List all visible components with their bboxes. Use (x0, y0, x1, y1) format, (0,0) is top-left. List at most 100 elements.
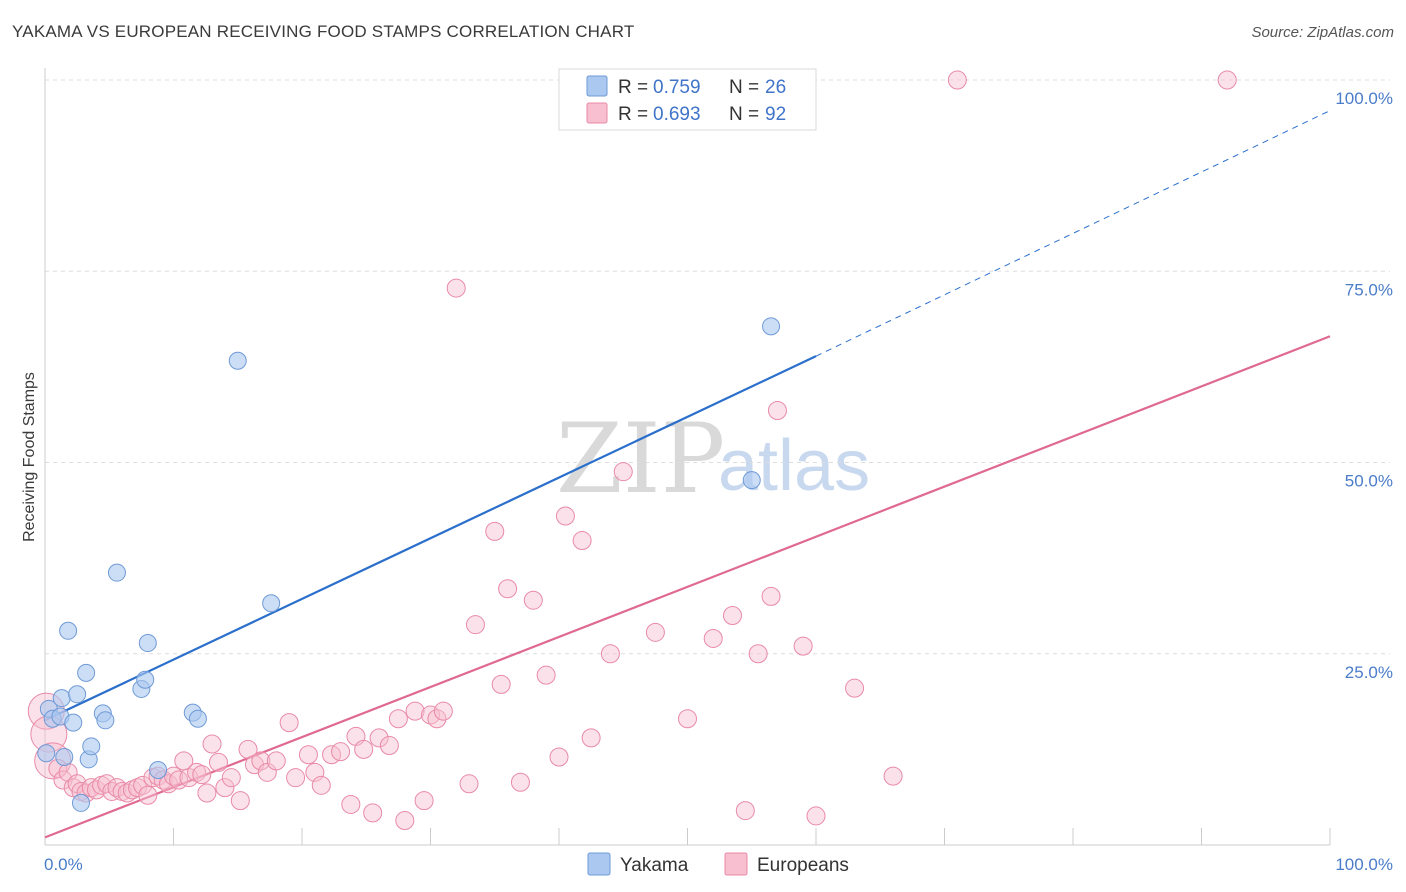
europeans-point (761, 586, 781, 606)
europeans-point (883, 766, 903, 786)
europeans-point (722, 606, 742, 625)
yakama-point (82, 737, 101, 756)
europeans-point (485, 521, 505, 541)
y-tick-label-25: 25.0% (1345, 663, 1393, 682)
yakama-point (762, 317, 781, 336)
europeans-point (117, 783, 137, 803)
europeans-point (388, 709, 408, 729)
europeans-point (600, 644, 620, 664)
europeans-point (572, 531, 592, 551)
europeans-point (459, 774, 479, 794)
yakama-point (262, 594, 281, 613)
yakama-point (68, 685, 87, 704)
bottom-legend-europeans-label: Europeans (757, 855, 849, 876)
legend-europeans-n-value: 92 (765, 104, 786, 125)
y-tick-label-50: 50.0% (1345, 472, 1393, 491)
europeans-point (208, 752, 228, 772)
yakama-point (52, 689, 71, 708)
y-tick-label-75: 75.0% (1345, 280, 1393, 299)
europeans-point (405, 701, 425, 721)
y-tick-label-100: 100.0% (1335, 89, 1393, 108)
watermark-atlas: atlas (718, 426, 870, 506)
yakama-point (71, 793, 90, 812)
europeans-point (369, 728, 389, 748)
europeans-point (613, 462, 633, 482)
yakama-trend-extension (815, 110, 1331, 357)
europeans-point (215, 778, 235, 798)
europeans-point (266, 751, 286, 771)
europeans-point (133, 775, 153, 795)
bottom-legend-yakama-swatch (587, 852, 611, 876)
yakama-point (149, 761, 168, 780)
europeans-point (298, 745, 318, 765)
europeans-point (395, 811, 415, 831)
x-tick-label-0: 0.0% (44, 855, 83, 874)
europeans-point (122, 780, 142, 800)
europeans-point (465, 615, 485, 635)
yakama-point (59, 621, 78, 640)
trend-lines (44, 110, 1331, 839)
europeans-point (414, 791, 434, 811)
legend-yakama-n-label: N = (729, 77, 759, 98)
europeans-point (379, 736, 399, 756)
legend-europeans-r-label: R = (618, 104, 648, 125)
yakama-point (37, 744, 56, 763)
europeans-point (446, 278, 466, 298)
chart-title: YAKAMA VS EUROPEAN RECEIVING FOOD STAMPS… (12, 22, 635, 41)
europeans-point (354, 739, 374, 759)
watermark: ZIP atlas (556, 403, 870, 515)
europeans-point (581, 728, 601, 748)
europeans-point (192, 765, 212, 785)
legend-europeans-swatch (586, 102, 608, 124)
yakama-point (136, 670, 155, 689)
yakama-point (107, 563, 126, 582)
yakama-points (37, 317, 781, 812)
europeans-point (331, 742, 351, 762)
bottom-legend-yakama-label: Yakama (620, 855, 689, 876)
europeans-point (748, 644, 768, 664)
bottom-legend-europeans-swatch (724, 852, 748, 876)
europeans-point (491, 674, 511, 694)
europeans-point (678, 709, 697, 729)
europeans-point (138, 785, 158, 805)
bottom-legend: Yakama Europeans (587, 852, 849, 876)
europeans-point (341, 794, 361, 814)
europeans-point (510, 772, 530, 792)
europeans-point (523, 590, 543, 610)
legend-yakama-swatch (586, 75, 608, 97)
tick-labels: 25.0% 50.0% 75.0% 100.0% 0.0% 100.0% (44, 89, 1393, 874)
europeans-point (221, 768, 241, 788)
europeans-point (498, 579, 518, 599)
yakama-point (55, 748, 74, 767)
europeans-point (555, 506, 575, 526)
europeans-point (128, 778, 148, 798)
yakama-point (96, 711, 115, 730)
europeans-point (703, 628, 723, 648)
x-tick-label-100: 100.0% (1335, 855, 1393, 874)
europeans-trend-line (44, 335, 1331, 839)
yakama-point (188, 709, 207, 728)
europeans-point (1217, 70, 1237, 90)
europeans-point (107, 778, 127, 798)
legend-europeans-n-label: N = (729, 104, 759, 125)
legend-yakama-r-label: R = (618, 77, 648, 98)
yakama-point (742, 471, 761, 490)
grid (45, 79, 1390, 655)
europeans-point (549, 747, 569, 767)
europeans-point (202, 734, 222, 754)
europeans-point (645, 622, 665, 642)
europeans-point (363, 803, 383, 823)
y-axis-label: Receiving Food Stamps (21, 372, 38, 542)
yakama-point (228, 351, 247, 370)
europeans-point (230, 791, 250, 811)
europeans-point (427, 709, 447, 729)
europeans-point (806, 806, 826, 826)
yakama-point (77, 663, 96, 682)
europeans-point (767, 400, 787, 420)
europeans-point (279, 713, 299, 733)
legend-yakama-n-value: 26 (765, 77, 786, 98)
europeans-point (433, 701, 453, 721)
legend-yakama-r-value: 0.759 (653, 77, 701, 98)
yakama-point (64, 713, 83, 732)
yakama-point (138, 634, 157, 653)
